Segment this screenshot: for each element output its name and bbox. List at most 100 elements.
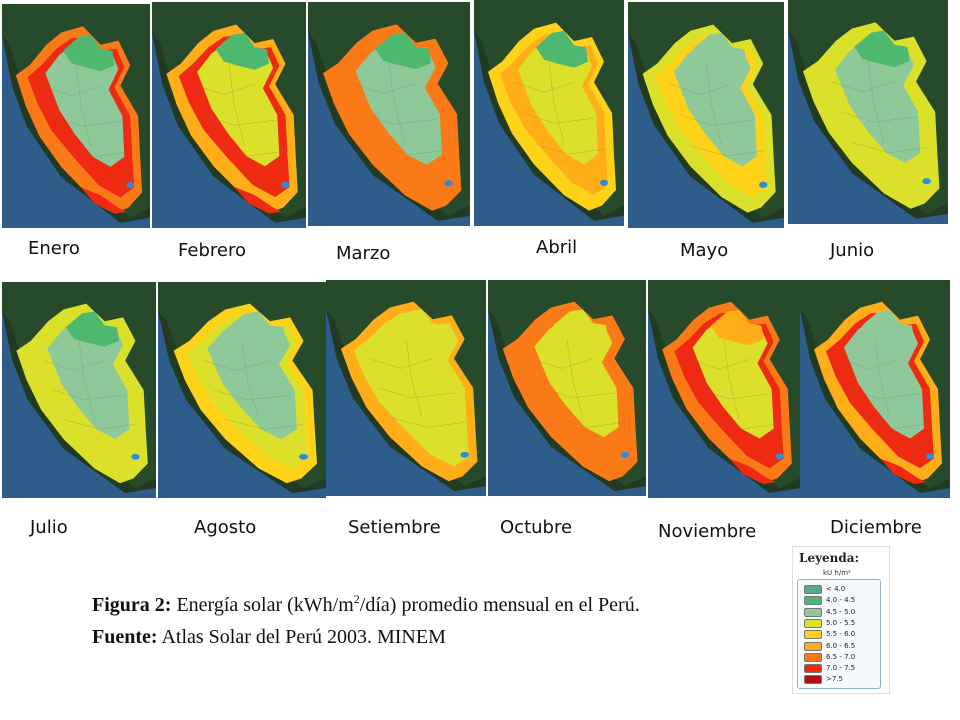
- legend-item: 6.5 - 7.0: [804, 652, 878, 662]
- legend-item: 6.0 - 6.5: [804, 641, 878, 651]
- legend-swatch: [804, 585, 822, 594]
- legend-item: 5.0 - 5.5: [804, 618, 878, 628]
- source-text: Atlas Solar del Perú 2003. MINEM: [157, 626, 446, 648]
- amazon-interior: [355, 40, 442, 165]
- lake-marker: [620, 451, 630, 458]
- legend-box: < 4.0 4.0 - 4.5 4.5 - 5.0 5.0 - 5.5 5.5 - 6.…: [797, 579, 881, 689]
- ocean: [788, 30, 948, 224]
- legend-label: 5.0 - 5.5: [826, 618, 856, 627]
- amazon-interior: [534, 317, 619, 438]
- peru-map: [152, 2, 306, 228]
- northern-zone: [227, 311, 286, 347]
- northern-zone: [854, 30, 910, 68]
- month-label-enero: Enero: [28, 238, 80, 259]
- ocean: [648, 309, 800, 498]
- lake-marker: [922, 178, 931, 185]
- legend-swatch: [804, 630, 822, 640]
- northern-zone: [392, 309, 448, 345]
- northern-zone: [374, 32, 432, 70]
- month-label-junio: Junio: [830, 240, 875, 261]
- amazon-interior: [372, 317, 459, 438]
- lake-marker: [281, 181, 290, 188]
- legend-label: 4.5 - 5.0: [826, 607, 856, 616]
- legend-swatch: [804, 596, 822, 606]
- legend-item: 7.0 - 7.5: [804, 663, 878, 674]
- lake-marker: [775, 453, 784, 460]
- southern-peak-zone: [234, 186, 282, 214]
- caption-text-b: /día) promedio mensual en el Perú.: [359, 594, 640, 616]
- peru-map: [326, 280, 486, 496]
- ocean: [474, 30, 624, 226]
- legend-swatch: [804, 607, 822, 617]
- lake-marker: [299, 453, 309, 460]
- legend-item: 5.5 - 6.0: [804, 629, 878, 640]
- department-borders: [43, 340, 136, 430]
- month-label-abril: Abril: [536, 237, 578, 258]
- southern-peak-zone: [880, 458, 926, 485]
- department-borders: [688, 339, 780, 429]
- legend-label: 4.0 - 4.5: [826, 596, 856, 605]
- amazon-interior: [197, 41, 280, 167]
- department-borders: [41, 65, 131, 157]
- map-panel-febrero: [152, 2, 306, 228]
- ocean: [158, 311, 326, 498]
- peru-map: [308, 2, 470, 226]
- month-label-octubre: Octubre: [500, 517, 573, 538]
- map-panel-agosto: [158, 282, 326, 498]
- caption-text-a: Energía solar (kWh/m: [171, 594, 354, 616]
- northern-zone: [862, 309, 914, 346]
- northern-zone: [710, 309, 764, 346]
- map-panel-diciembre: [800, 280, 950, 498]
- peru-map: [474, 0, 624, 226]
- legend-swatch: [804, 675, 822, 685]
- peru-map: [488, 280, 646, 496]
- lake-marker: [600, 179, 608, 186]
- legend-label: 6.0 - 6.5: [826, 641, 856, 650]
- ocean: [628, 32, 784, 228]
- figure-source: Fuente: Atlas Solar del Perú 2003. MINEM: [92, 626, 446, 649]
- month-label-diciembre: Diciembre: [830, 517, 922, 538]
- legend-item: >7.5: [804, 674, 878, 685]
- peru-map: [158, 282, 326, 498]
- department-borders: [530, 338, 625, 428]
- department-borders: [193, 63, 286, 157]
- map-panel-enero: [2, 4, 150, 228]
- map-panel-octubre: [488, 280, 646, 496]
- map-panel-marzo: [308, 2, 470, 226]
- legend-item: 4.0 - 4.5: [804, 595, 878, 606]
- department-borders: [669, 63, 764, 157]
- figure-caption: Figura 2: Energía solar (kWh/m2/día) pro…: [92, 593, 640, 617]
- legend-label: >7.5: [826, 675, 843, 684]
- lake-marker: [759, 181, 768, 188]
- legend-item: < 4.0: [804, 584, 878, 594]
- legend-unit: kU h/m²: [823, 569, 851, 577]
- month-label-agosto: Agosto: [194, 517, 257, 538]
- peru-map: [648, 280, 800, 498]
- amazon-interior: [207, 319, 297, 440]
- legend-label: 6.5 - 7.0: [826, 652, 856, 661]
- caption-figure-label: Figura 2:: [92, 594, 172, 616]
- department-borders: [368, 338, 465, 428]
- map-panel-mayo: [628, 2, 784, 228]
- legend-title: Leyenda:: [799, 551, 859, 565]
- lake-marker: [131, 453, 140, 460]
- lake-marker: [444, 180, 453, 187]
- amazon-interior: [45, 42, 125, 167]
- northern-zone: [536, 30, 588, 68]
- department-borders: [202, 340, 304, 430]
- amazon-interior: [834, 38, 921, 163]
- amazon-interior: [844, 317, 924, 439]
- map-legend: Leyenda: kU h/m² < 4.0 4.0 - 4.5 4.5 - 5.0…: [792, 546, 890, 694]
- map-panel-abril: [474, 0, 624, 226]
- department-borders: [351, 63, 449, 155]
- legend-item: 4.5 - 5.0: [804, 607, 878, 617]
- amazon-interior: [47, 319, 130, 440]
- department-borders: [513, 61, 605, 155]
- ocean: [308, 32, 470, 226]
- source-label: Fuente:: [92, 626, 158, 648]
- month-label-febrero: Febrero: [178, 240, 246, 261]
- ocean: [2, 311, 156, 498]
- peru-map: [2, 4, 150, 228]
- northern-zone: [65, 311, 120, 347]
- amazon-interior: [518, 39, 598, 165]
